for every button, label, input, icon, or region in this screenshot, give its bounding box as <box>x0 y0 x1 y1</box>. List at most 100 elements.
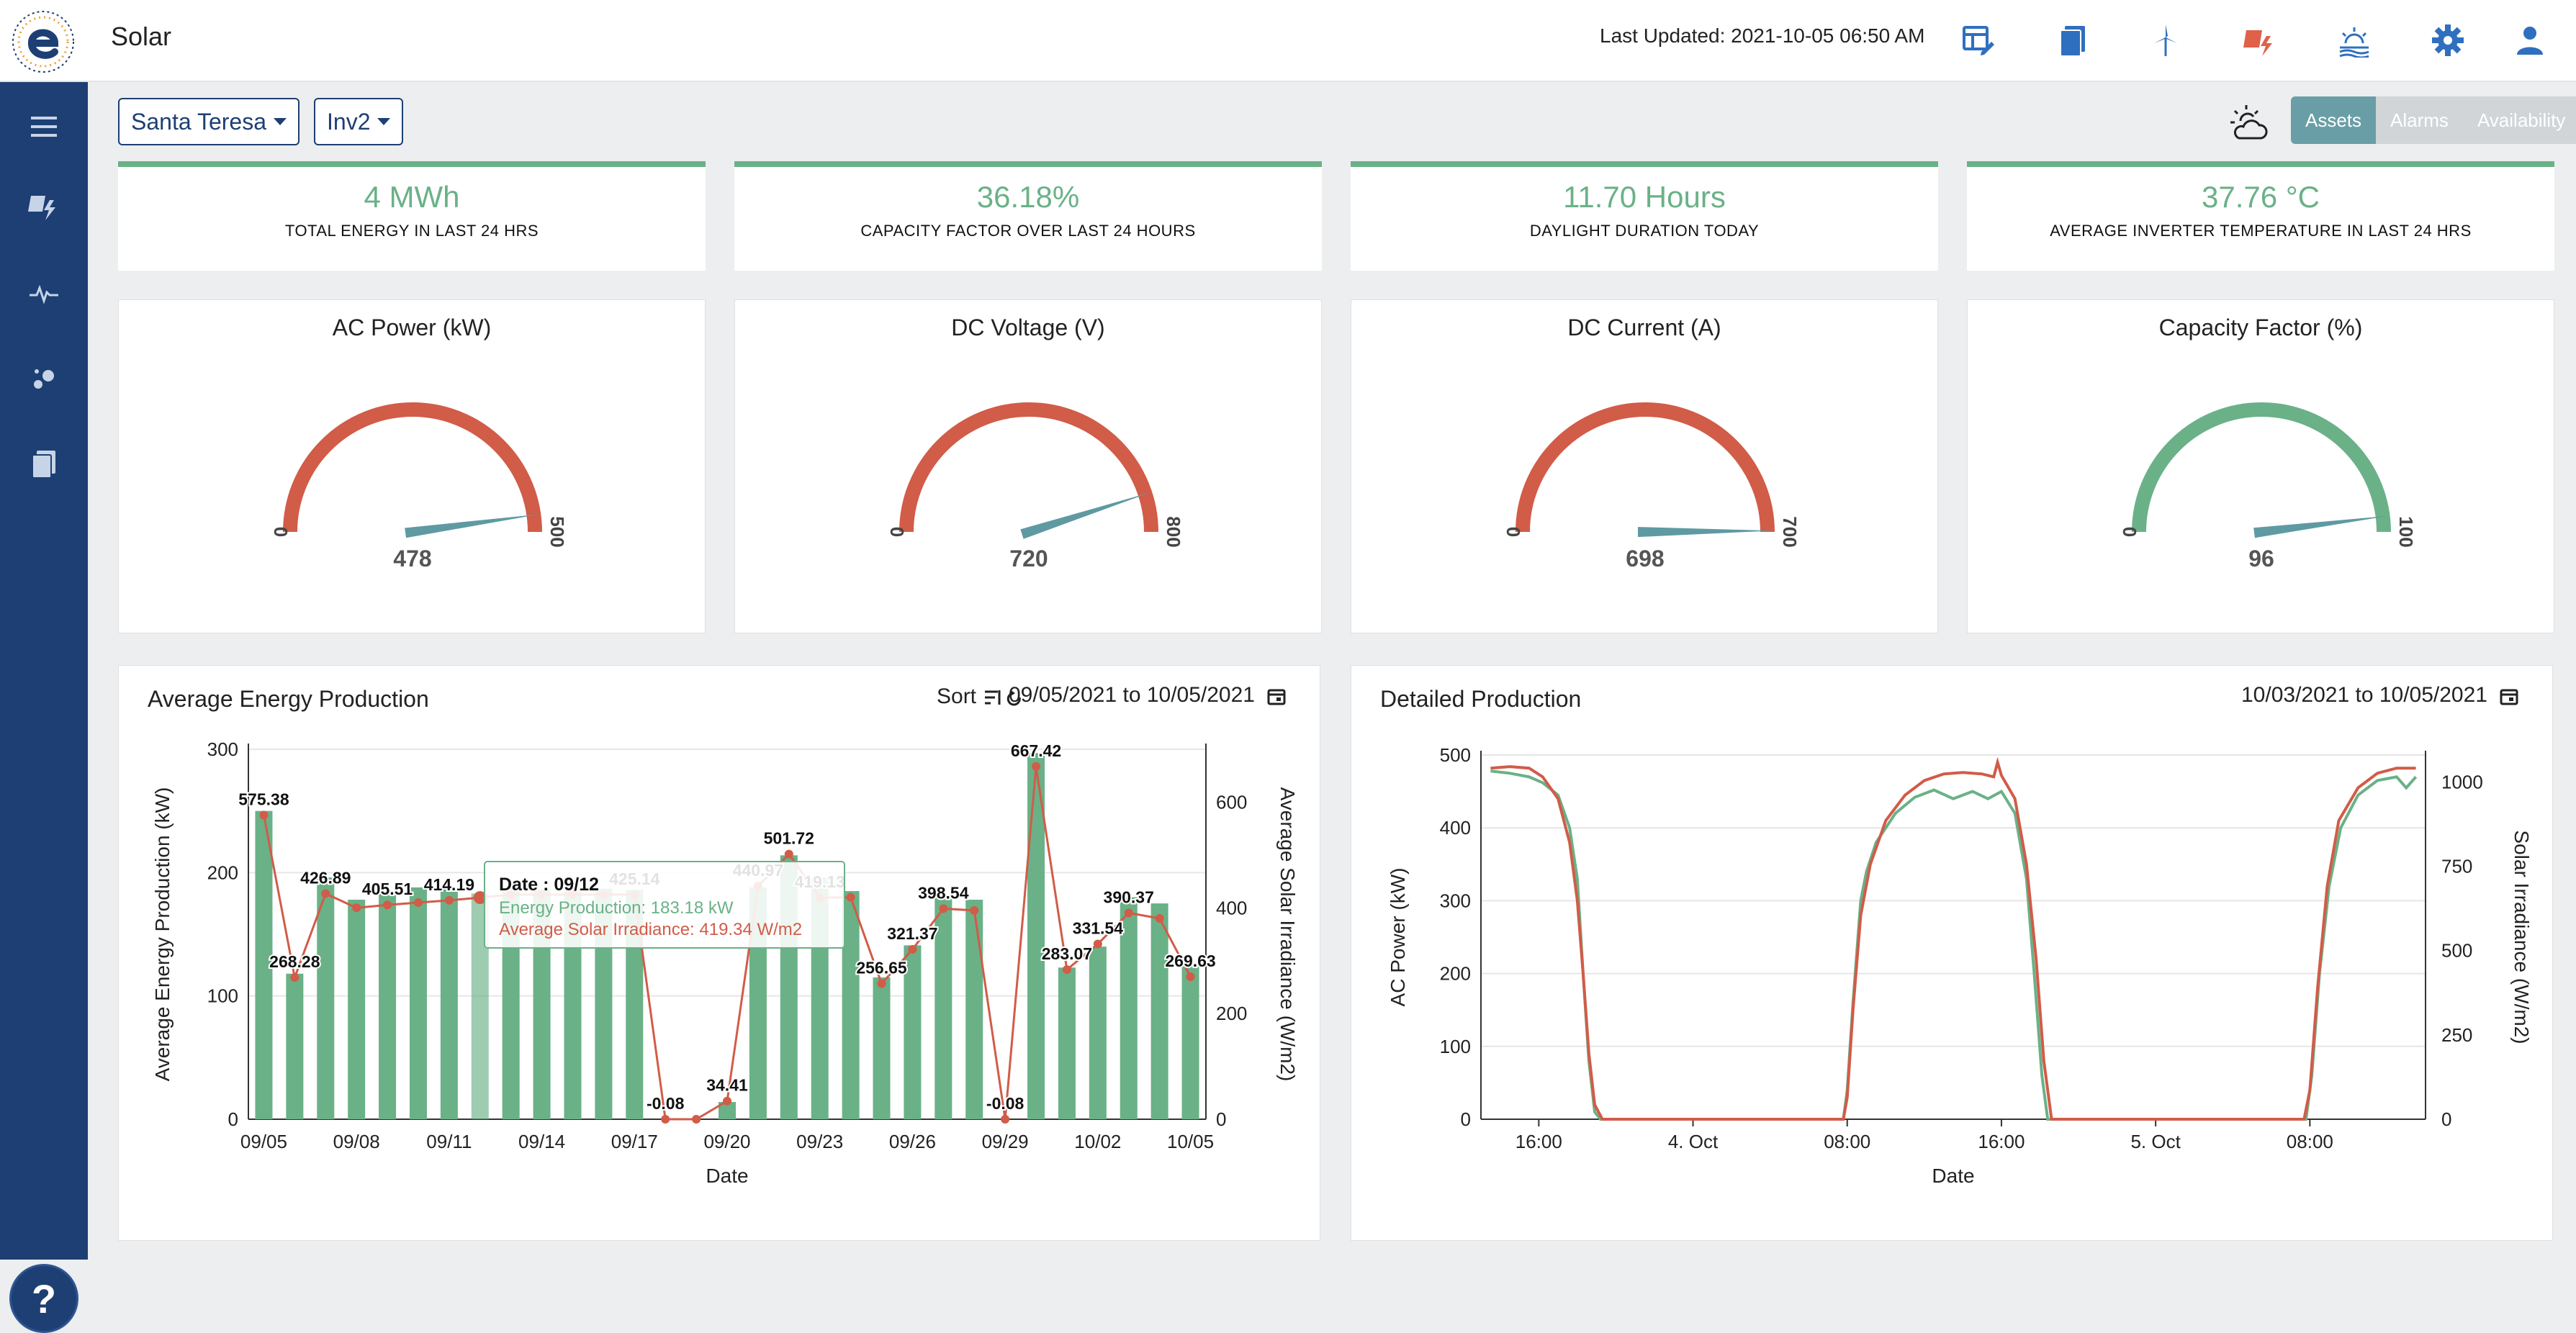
tooltip-date: Date : 09/12 <box>499 875 599 895</box>
gauge-needle <box>405 514 540 538</box>
irradiance-point <box>908 945 917 954</box>
y-tick-label: 300 <box>1440 890 1471 911</box>
x-tick-label: 4. Oct <box>1668 1131 1719 1152</box>
x-tick-label: 09/14 <box>518 1131 565 1152</box>
reports-icon[interactable] <box>22 442 66 485</box>
y2-tick-label: 0 <box>1216 1108 1226 1130</box>
gauge-card-ac-power: AC Power (kW) 0 500 478 <box>118 299 706 633</box>
gauge-card-dc-current: DC Current (A) 0 700 698 <box>1351 299 1938 633</box>
date-range-picker[interactable]: 09/05/2021 to 10/05/2021 <box>1009 683 1287 708</box>
data-label: 667.42 <box>1011 741 1061 760</box>
calendar-icon[interactable] <box>2499 686 2519 706</box>
energy-bar <box>1089 946 1107 1119</box>
irradiance-point <box>413 898 423 907</box>
sort-icon[interactable] <box>982 687 1025 708</box>
wind-turbine-icon[interactable] <box>2144 19 2187 62</box>
kpi-value: 4 MWh <box>364 180 460 214</box>
gauge-arc <box>1516 402 1775 533</box>
capacity-factor-gauge: 0 100 96 <box>2119 402 2417 571</box>
x-tick-label: 09/08 <box>333 1131 380 1152</box>
y2-tick-label: 750 <box>2441 856 2472 877</box>
date-range-text: 09/05/2021 to 10/05/2021 <box>1009 683 1255 707</box>
gauge-max-label: 800 <box>1163 516 1184 547</box>
tab-availability[interactable]: Availability <box>2462 96 2576 144</box>
kpi-label: DAYLIGHT DURATION TODAY <box>1529 222 1760 240</box>
menu-icon[interactable] <box>22 105 66 148</box>
irradiance-point <box>1186 972 1195 982</box>
irradiance-point <box>473 891 487 905</box>
help-button[interactable]: ? <box>9 1264 78 1333</box>
irradiance-point <box>444 895 454 905</box>
gauge-min-label: 0 <box>270 527 292 537</box>
tooltip-irradiance: Average Solar Irradiance: 419.34 W/m2 <box>499 920 802 939</box>
energy-bar <box>286 973 304 1119</box>
inverter-dropdown[interactable]: Inv2 <box>314 98 404 145</box>
irradiance-point <box>784 849 793 859</box>
x-axis-title: Date <box>1932 1165 1974 1187</box>
gauge-arc <box>899 402 1158 533</box>
gauge-value: 96 <box>2248 546 2274 571</box>
site-dropdown-value: Santa Teresa <box>131 108 266 135</box>
tab-assets[interactable]: Assets <box>2291 96 2377 144</box>
x-tick-label: 5. Oct <box>2130 1131 2181 1152</box>
solar-panel-icon[interactable] <box>2239 19 2282 62</box>
date-range-picker[interactable]: 10/03/2021 to 10/05/2021 <box>2241 683 2519 708</box>
energy-bar <box>718 1102 737 1119</box>
kpi-card-total-energy: 4 MWh TOTAL ENERGY IN LAST 24 HRS <box>118 161 706 271</box>
settings-gear-icon[interactable] <box>2426 19 2469 62</box>
kpi-value: 11.70 Hours <box>1563 180 1726 214</box>
y2-axis-title: Average Solar Irradiance (W/m2) <box>1276 787 1299 1082</box>
company-logo[interactable] <box>10 9 76 75</box>
user-icon[interactable] <box>2508 19 2552 62</box>
x-tick-label: 09/17 <box>611 1131 658 1152</box>
energy-bar <box>440 888 458 1119</box>
energy-bar <box>873 977 891 1119</box>
kpi-card-daylight-duration: 11.70 Hours DAYLIGHT DURATION TODAY <box>1351 161 1938 271</box>
irradiance-point <box>846 893 855 902</box>
ac-power-gauge: 0 500 478 <box>270 402 568 571</box>
calendar-icon[interactable] <box>1266 686 1287 706</box>
y-tick-label: 0 <box>1461 1108 1471 1130</box>
y-tick-label: 300 <box>207 738 238 760</box>
gauge-max-label: 500 <box>546 516 568 547</box>
x-tick-label: 09/05 <box>240 1131 287 1152</box>
series-line <box>1490 769 2418 1121</box>
y2-axis-title: Solar Irradiance (W/m2) <box>2510 830 2533 1044</box>
x-tick-label: 08:00 <box>1824 1131 1870 1152</box>
average-energy-panel: Average Energy Production Sort 09/05/202… <box>118 665 1320 1241</box>
detailed-production-chart[interactable]: 0 100 200 300 400 500 0 250 500 750 1000 16:00 4. Oc… <box>1351 666 2554 1242</box>
irradiance-point <box>939 904 948 913</box>
irradiance-point <box>661 1115 670 1124</box>
dc-current-gauge: 0 700 698 <box>1503 402 1801 571</box>
gauge-needle <box>1637 527 1773 538</box>
y-tick-label: 0 <box>228 1108 238 1130</box>
tab-alarms[interactable]: Alarms <box>2376 96 2463 144</box>
bubbles-icon[interactable] <box>22 357 66 400</box>
gauge-title: DC Voltage (V) <box>951 315 1105 340</box>
gauge-needle <box>2253 515 2389 538</box>
dc-voltage-gauge: 0 800 720 <box>886 402 1184 571</box>
x-tick-label: 09/29 <box>982 1131 1029 1152</box>
pulse-icon[interactable] <box>22 272 66 315</box>
data-label: 501.72 <box>764 829 814 848</box>
solar-panel-icon[interactable] <box>22 184 66 227</box>
data-label: -0.08 <box>647 1094 685 1113</box>
detailed-production-panel: Detailed Production 10/03/2021 to 10/05/… <box>1351 665 2553 1241</box>
kpi-label: TOTAL ENERGY IN LAST 24 HRS <box>284 222 539 240</box>
y2-tick-label: 1000 <box>2441 771 2483 792</box>
sort-control[interactable]: Sort <box>937 684 1025 709</box>
kpi-value: 36.18% <box>976 180 1080 214</box>
weather-icon[interactable] <box>2228 102 2271 145</box>
site-dropdown[interactable]: Santa Teresa <box>118 98 300 145</box>
average-energy-chart[interactable]: 0 100 200 300 0 200 400 600 575.38 268.28 426.89 40… <box>119 666 1321 1242</box>
y-axis-title: AC Power (kW) <box>1387 868 1409 1007</box>
gauge-needle <box>1020 492 1151 539</box>
kpi-value: 37.76 °C <box>2202 180 2320 214</box>
reports-icon[interactable] <box>2052 19 2095 62</box>
gauge-arc <box>283 402 542 533</box>
x-tick-label: 10/02 <box>1074 1131 1121 1152</box>
y2-tick-label: 250 <box>2441 1024 2472 1046</box>
dashboard-edit-icon[interactable] <box>1957 19 2000 62</box>
sunset-icon[interactable] <box>2333 19 2376 62</box>
x-tick-label: 09/11 <box>426 1131 472 1152</box>
